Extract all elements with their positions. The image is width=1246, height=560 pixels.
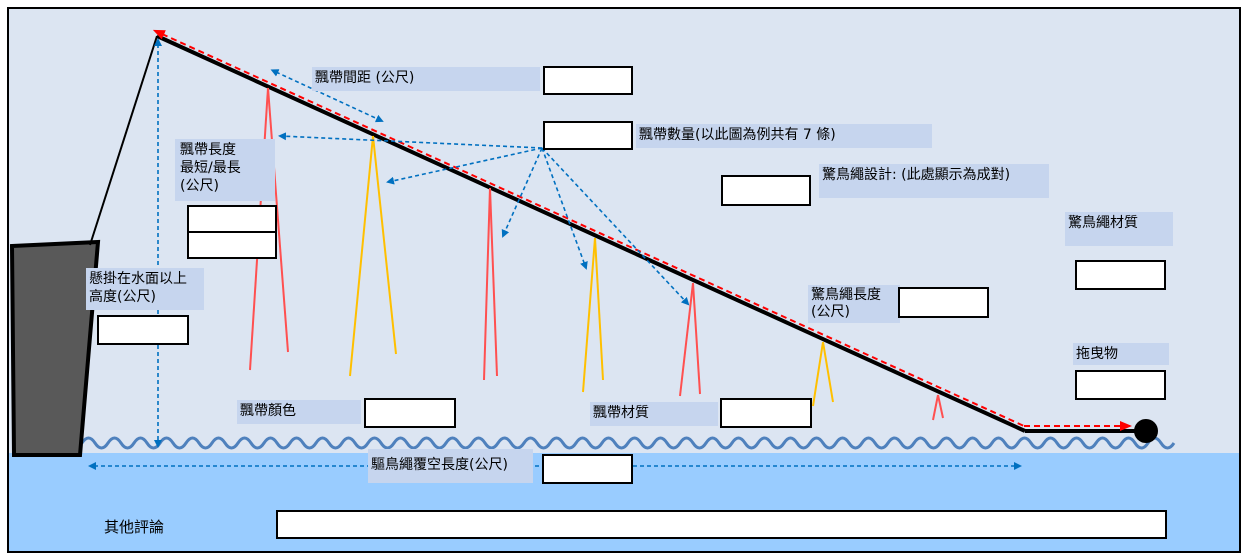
count-pointer-3	[501, 147, 543, 238]
streamer-2	[349, 135, 397, 377]
streamer-7	[932, 394, 944, 421]
count-pointer-1	[278, 132, 543, 149]
streamer-material-label: 飄帶材質	[590, 402, 718, 426]
streamer-5	[679, 282, 701, 397]
streamer-color-input[interactable]	[364, 398, 456, 428]
streamer-length-max-input[interactable]	[187, 231, 277, 259]
streamer-4	[582, 237, 604, 393]
streamer-spacing-label: 飄帶間距 (公尺)	[312, 67, 540, 91]
line-design-label: 驚鳥繩設計: (此處顯示為成對)	[819, 164, 1049, 198]
streamer-6	[812, 341, 834, 407]
vessel-stern-icon	[9, 239, 101, 457]
line-design-input[interactable]	[721, 175, 811, 206]
towed-object-input[interactable]	[1075, 370, 1166, 400]
attachment-height-input[interactable]	[97, 315, 189, 345]
streamer-color-label: 飄帶顏色	[237, 400, 361, 424]
streamer-count-label: 飄帶數量(以此圖為例共有 7 條)	[636, 124, 932, 148]
line-length-label: 驚鳥繩長度 (公尺)	[808, 285, 900, 323]
attachment-height-label: 懸掛在水面以上 高度(公尺)	[86, 268, 204, 310]
streamer-length-label: 飄帶長度 最短/最長 (公尺)	[175, 139, 275, 201]
streamer-length-min-input[interactable]	[187, 205, 277, 233]
line-material-input[interactable]	[1075, 260, 1166, 290]
line-material-label: 驚鳥繩材質	[1065, 212, 1173, 246]
towed-object-label: 拖曳物	[1073, 343, 1169, 365]
frame-border	[7, 7, 1241, 553]
buoy-icon	[1134, 419, 1158, 443]
streamer-spacing-input[interactable]	[543, 66, 633, 95]
line-length-input[interactable]	[898, 287, 989, 318]
streamer-3	[483, 187, 498, 381]
other-comments-label: 其他評論	[104, 518, 165, 536]
spacing-arrow	[270, 69, 384, 123]
count-pointer-2	[386, 147, 543, 185]
sea-surface-wave	[80, 436, 1176, 450]
tori-pole	[89, 35, 158, 246]
other-comments-input[interactable]	[276, 510, 1167, 539]
streamer-material-input[interactable]	[720, 398, 812, 428]
aerial-extent-input[interactable]	[542, 454, 633, 484]
line-length-indicator	[152, 29, 1025, 427]
aerial-extent-label: 驅鳥繩覆空長度(公尺)	[368, 449, 533, 483]
streamer-count-input[interactable]	[543, 121, 633, 150]
count-pointer-4	[541, 147, 588, 270]
count-pointer-5	[541, 147, 690, 306]
